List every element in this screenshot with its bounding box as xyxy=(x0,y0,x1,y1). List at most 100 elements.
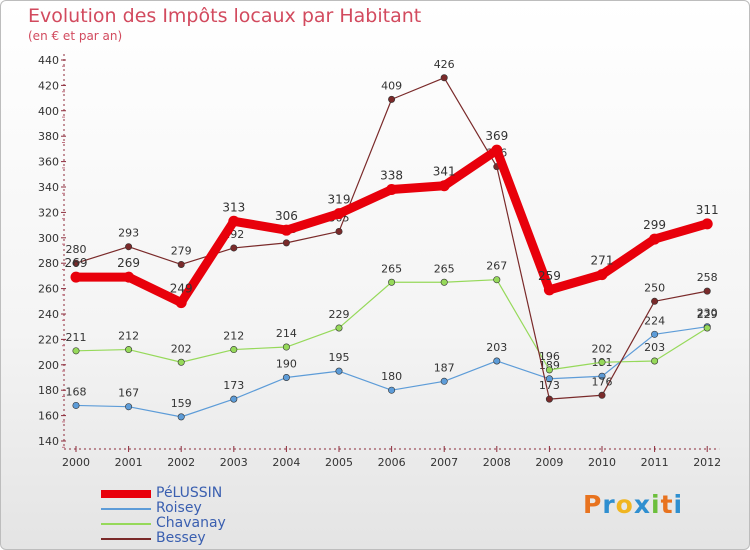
data-label: 269 xyxy=(65,256,88,270)
data-point xyxy=(282,373,290,381)
y-tick-label: 240 xyxy=(38,308,59,321)
legend-swatch xyxy=(101,523,151,525)
data-label: 195 xyxy=(329,351,350,364)
data-label: 265 xyxy=(381,262,402,275)
legend-label: Bessey xyxy=(156,530,206,546)
data-label: 306 xyxy=(275,209,298,223)
y-tick-label: 380 xyxy=(38,130,59,143)
data-point xyxy=(72,259,80,267)
data-label: 280 xyxy=(66,243,87,256)
legend-label: PéLUSSIN xyxy=(156,485,223,501)
legend-swatch xyxy=(101,490,151,498)
data-point xyxy=(703,287,711,295)
data-point xyxy=(125,403,133,411)
data-point xyxy=(177,358,185,366)
data-point xyxy=(545,375,553,383)
legend-item: PéLUSSIN xyxy=(101,485,301,501)
data-label: 167 xyxy=(118,387,139,400)
data-label: 311 xyxy=(696,203,719,217)
logo-letter: o xyxy=(615,490,634,519)
legend-label: Chavanay xyxy=(156,515,226,531)
data-point xyxy=(598,391,606,399)
data-point xyxy=(491,144,503,156)
data-point xyxy=(175,297,187,309)
data-label: 267 xyxy=(486,260,507,273)
data-point xyxy=(388,386,396,394)
legend-swatch xyxy=(101,508,151,510)
data-point xyxy=(72,401,80,409)
data-label: 159 xyxy=(171,397,192,410)
data-label: 230 xyxy=(697,307,718,320)
x-tick-label: 2001 xyxy=(115,456,143,469)
x-tick-label: 2008 xyxy=(483,456,511,469)
data-point xyxy=(649,233,661,245)
y-tick-label: 440 xyxy=(38,54,59,67)
data-point xyxy=(438,180,450,192)
x-tick-label: 2007 xyxy=(430,456,458,469)
legend-item: Bessey xyxy=(101,530,301,546)
data-label: 203 xyxy=(644,341,665,354)
logo-letter: i xyxy=(651,490,661,519)
x-tick-label: 2009 xyxy=(535,456,563,469)
data-label: 271 xyxy=(591,254,614,268)
data-point xyxy=(440,74,448,82)
data-label: 229 xyxy=(329,308,350,321)
proxiti-logo: Proxiti xyxy=(583,490,683,519)
x-tick-label: 2005 xyxy=(325,456,353,469)
data-label: 190 xyxy=(276,358,297,371)
data-point xyxy=(651,330,659,338)
data-point xyxy=(596,269,608,281)
x-tick-label: 2003 xyxy=(220,456,248,469)
y-tick-label: 280 xyxy=(38,257,59,270)
data-point xyxy=(230,395,238,403)
data-label: 212 xyxy=(223,330,244,343)
data-point xyxy=(440,377,448,385)
y-tick-label: 400 xyxy=(38,105,59,118)
data-point xyxy=(545,395,553,403)
data-point xyxy=(280,224,292,236)
data-label: 211 xyxy=(66,331,87,344)
data-point xyxy=(651,357,659,365)
data-label: 203 xyxy=(486,341,507,354)
x-tick-label: 2002 xyxy=(167,456,195,469)
x-tick-label: 2004 xyxy=(272,456,300,469)
data-point xyxy=(70,271,82,283)
y-tick-label: 360 xyxy=(38,156,59,169)
y-tick-label: 200 xyxy=(38,359,59,372)
data-point xyxy=(388,95,396,103)
data-point xyxy=(125,243,133,251)
data-label: 180 xyxy=(381,370,402,383)
data-label: 279 xyxy=(171,244,192,257)
data-point xyxy=(177,260,185,268)
data-label: 176 xyxy=(592,375,613,388)
x-tick-label: 2006 xyxy=(378,456,406,469)
data-label: 293 xyxy=(118,227,139,240)
data-point xyxy=(440,278,448,286)
data-label: 224 xyxy=(644,314,665,327)
data-label: 269 xyxy=(117,256,140,270)
legend-swatch xyxy=(101,538,151,540)
data-label: 341 xyxy=(433,165,456,179)
data-point xyxy=(545,366,553,374)
x-tick-label: 2000 xyxy=(62,456,90,469)
data-point xyxy=(282,343,290,351)
data-label: 338 xyxy=(380,169,403,183)
data-point xyxy=(230,346,238,354)
x-tick-label: 2011 xyxy=(641,456,669,469)
data-label: 369 xyxy=(485,129,508,143)
data-point xyxy=(230,244,238,252)
legend-label: Roisey xyxy=(156,500,202,516)
x-tick-label: 2012 xyxy=(693,456,721,469)
data-point xyxy=(701,218,713,230)
data-point xyxy=(543,284,555,296)
data-label: 168 xyxy=(66,385,87,398)
data-point xyxy=(333,208,345,220)
legend: PéLUSSIN Roisey Chavanay Bessey xyxy=(101,485,301,546)
data-point xyxy=(282,239,290,247)
y-tick-label: 140 xyxy=(38,435,59,448)
data-point xyxy=(72,347,80,355)
x-tick-label: 2010 xyxy=(588,456,616,469)
data-label: 249 xyxy=(170,282,193,296)
legend-item: Roisey xyxy=(101,500,301,516)
